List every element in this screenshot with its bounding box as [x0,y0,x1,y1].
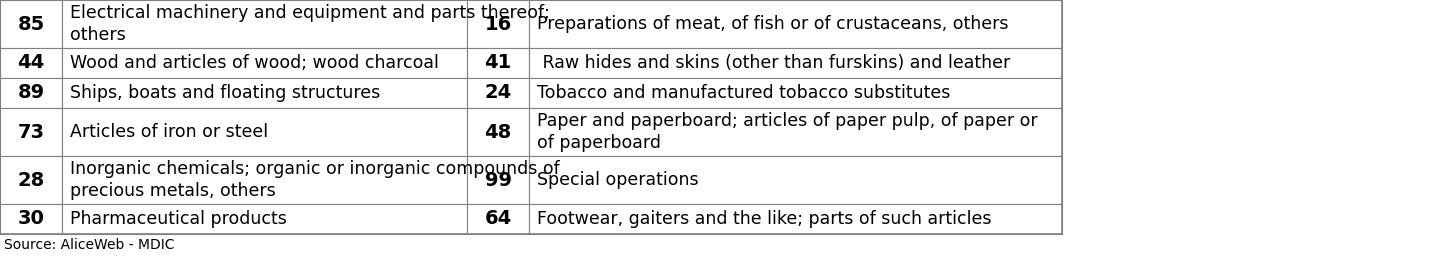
Bar [467,108,529,156]
Text: Paper and paperboard; articles of paper pulp, of paper or
of paperboard: Paper and paperboard; articles of paper … [537,112,1038,152]
Text: 28: 28 [17,171,45,190]
Text: 99: 99 [485,171,511,190]
Text: Tobacco and manufactured tobacco substitutes: Tobacco and manufactured tobacco substit… [537,84,951,102]
Bar [529,0,1061,48]
Bar [529,108,1061,156]
Text: Footwear, gaiters and the like; parts of such articles: Footwear, gaiters and the like; parts of… [537,210,992,228]
Text: Electrical machinery and equipment and parts thereof;
others: Electrical machinery and equipment and p… [70,4,550,44]
Text: 44: 44 [17,54,45,73]
Text: Wood and articles of wood; wood charcoal: Wood and articles of wood; wood charcoal [70,54,438,72]
Bar [0,48,63,78]
Text: Preparations of meat, of fish or of crustaceans, others: Preparations of meat, of fish or of crus… [537,15,1009,33]
Bar [0,204,63,234]
Bar [529,204,1061,234]
Bar [63,156,467,204]
Text: Source: AliceWeb - MDIC: Source: AliceWeb - MDIC [4,238,175,252]
Bar [529,78,1061,108]
Text: 48: 48 [485,122,511,141]
Bar [63,108,467,156]
Text: Ships, boats and floating structures: Ships, boats and floating structures [70,84,380,102]
Bar [467,204,529,234]
Bar [63,48,467,78]
Text: 41: 41 [485,54,511,73]
Bar [529,156,1061,204]
Bar [467,0,529,48]
Bar [63,78,467,108]
Text: 89: 89 [17,84,45,103]
Bar [529,48,1061,78]
Text: Special operations: Special operations [537,171,699,189]
Bar [0,0,63,48]
Bar [63,204,467,234]
Bar [0,108,63,156]
Text: 24: 24 [485,84,511,103]
Text: 85: 85 [17,14,45,33]
Text: Pharmaceutical products: Pharmaceutical products [70,210,287,228]
Text: Articles of iron or steel: Articles of iron or steel [70,123,268,141]
Bar [467,156,529,204]
Text: 30: 30 [17,209,45,228]
Bar [0,0,1061,234]
Text: Inorganic chemicals; organic or inorganic compounds of
precious metals, others: Inorganic chemicals; organic or inorgani… [70,160,559,200]
Bar [63,0,467,48]
Bar [467,48,529,78]
Text: 73: 73 [17,122,45,141]
Bar [0,78,63,108]
Text: 64: 64 [485,209,511,228]
Text: Raw hides and skins (other than furskins) and leather: Raw hides and skins (other than furskins… [537,54,1010,72]
Text: 16: 16 [485,14,511,33]
Bar [0,156,63,204]
Bar [467,78,529,108]
